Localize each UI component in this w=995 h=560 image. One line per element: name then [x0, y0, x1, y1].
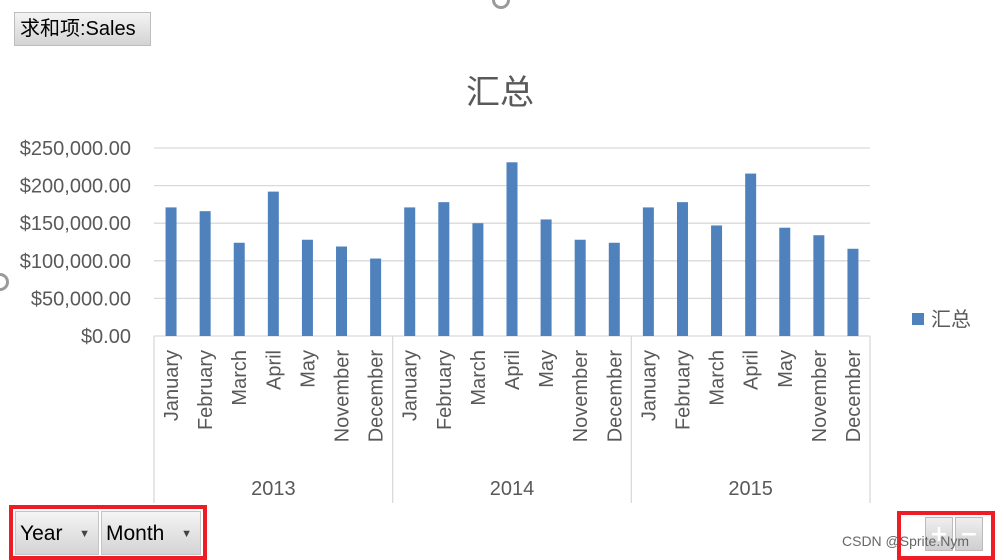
bar — [506, 162, 518, 336]
x-tick-label: February — [434, 350, 456, 430]
y-axis-tick-labels: $0.00 $50,000.00 $100,000.00 $150,000.00 $20… — [20, 138, 131, 348]
x-tick-label: April — [263, 350, 285, 390]
dropdown-arrow-icon: ▼ — [181, 528, 192, 540]
watermark: CSDN @Sprite.Nym — [842, 533, 970, 549]
x-tick-label: January — [638, 350, 660, 421]
x-group-label: 2014 — [490, 478, 535, 500]
chart-title: 汇总 — [466, 73, 534, 113]
x-tick-label: April — [741, 350, 763, 390]
bar — [472, 223, 484, 336]
x-tick-label: May — [536, 350, 558, 388]
x-tick-label: November — [570, 350, 592, 443]
y-tick-label: $200,000.00 — [20, 176, 131, 198]
y-tick-label: $150,000.00 — [20, 213, 131, 235]
legend-label: 汇总 — [931, 307, 971, 331]
x-tick-label: December — [843, 350, 865, 443]
bar — [608, 242, 620, 336]
x-tick-label: December — [604, 350, 626, 443]
month-field-label: Month — [106, 522, 165, 545]
x-tick-label: May — [775, 350, 797, 388]
y-tick-label: $100,000.00 — [20, 251, 131, 273]
bar — [301, 239, 313, 336]
x-tick-label: February — [195, 350, 217, 430]
bar — [540, 219, 552, 336]
bar — [847, 248, 859, 336]
x-tick-label: January — [161, 350, 183, 421]
resize-handle-top[interactable] — [492, 0, 510, 9]
x-tick-label: May — [297, 350, 319, 388]
x-tick-label: January — [400, 350, 422, 421]
resize-handle-left[interactable] — [0, 273, 9, 291]
bar — [642, 207, 654, 336]
x-tick-label: March — [707, 350, 729, 406]
zoom-buttons-highlight-frame — [897, 511, 995, 560]
bar — [438, 202, 450, 336]
dropdown-arrow-icon: ▼ — [79, 528, 90, 540]
y-tick-label: $250,000.00 — [20, 138, 131, 160]
bar — [574, 239, 586, 336]
year-field-dropdown[interactable]: Year ▼ — [15, 511, 99, 555]
bar — [813, 235, 825, 336]
bar — [404, 207, 416, 336]
x-tick-label: February — [672, 350, 694, 430]
x-tick-label: April — [502, 350, 524, 390]
x-tick-label: March — [229, 350, 251, 406]
bar — [676, 202, 688, 336]
legend-swatch — [912, 313, 924, 325]
collapse-field-button[interactable]: − — [955, 517, 983, 551]
bar — [233, 242, 245, 336]
y-tick-label: $0.00 — [81, 326, 131, 348]
bar — [267, 191, 279, 336]
x-axis: January February March April May November Dece… — [153, 336, 871, 503]
bar — [370, 258, 382, 336]
bar — [165, 207, 177, 336]
bar — [711, 225, 723, 336]
bar — [779, 227, 791, 336]
month-field-dropdown[interactable]: Month ▼ — [101, 511, 201, 555]
y-tick-label: $50,000.00 — [31, 288, 131, 310]
year-field-label: Year — [20, 522, 63, 545]
x-tick-label: December — [366, 350, 388, 443]
x-tick-label: March — [468, 350, 490, 406]
x-tick-label: November — [332, 350, 354, 443]
legend: 汇总 — [912, 307, 971, 331]
x-group-label: 2013 — [251, 478, 296, 500]
bar — [336, 246, 348, 336]
axis-fields-highlight-frame — [9, 505, 207, 560]
x-tick-label: November — [809, 350, 831, 443]
bar — [199, 211, 211, 336]
expand-field-button[interactable]: + — [925, 517, 953, 551]
value-field-button[interactable]: 求和项:Sales — [14, 12, 151, 46]
x-group-label: 2015 — [728, 478, 773, 500]
bar — [745, 173, 757, 336]
bars — [165, 162, 859, 336]
